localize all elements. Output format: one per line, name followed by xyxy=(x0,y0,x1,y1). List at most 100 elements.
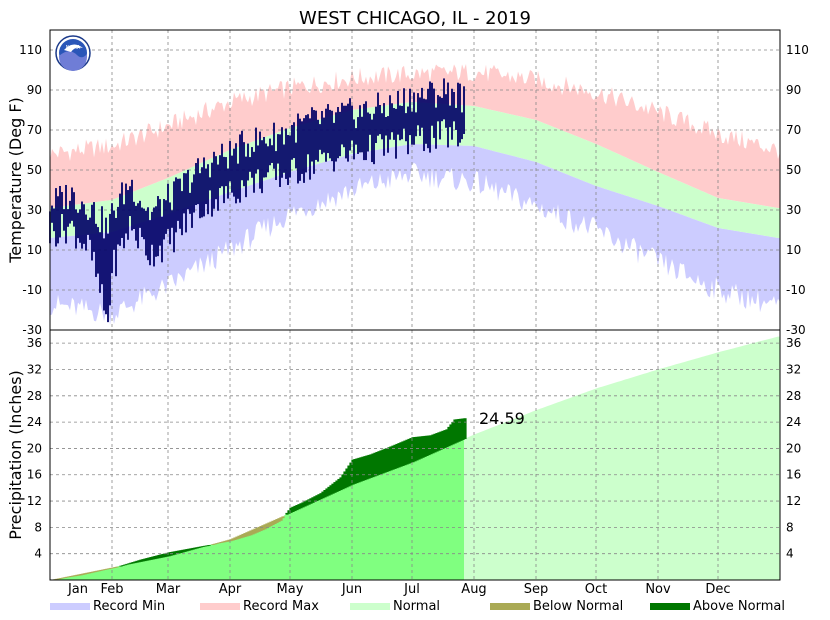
above-normal-bar xyxy=(399,442,403,467)
observed-temperature-bar xyxy=(427,88,429,149)
above-normal-bar xyxy=(385,448,389,472)
above-normal-bar xyxy=(433,433,437,453)
observed-temperature-bar xyxy=(233,148,235,197)
observed-temperature-bar xyxy=(419,97,421,136)
observed-temperature-bar xyxy=(105,217,107,315)
above-normal-bar xyxy=(295,505,299,511)
observed-temperature-bar xyxy=(391,103,393,133)
plot-frame xyxy=(49,29,781,581)
month-label: Dec xyxy=(705,582,730,597)
observed-temperature-bar xyxy=(369,113,371,135)
observed-temperature-bar xyxy=(353,119,355,160)
above-normal-bar xyxy=(133,561,137,564)
above-normal-bar xyxy=(175,550,179,555)
observed-temperature-bar xyxy=(209,177,211,191)
observed-temperature-bar xyxy=(137,203,139,249)
observed-temperature-bar xyxy=(273,122,275,169)
below-normal-bar xyxy=(249,530,253,536)
observed-temperature-bar xyxy=(139,200,141,228)
observed-temperature-bar xyxy=(429,81,431,153)
observed-temperature-bar xyxy=(373,113,375,165)
observed-temperature-bar xyxy=(71,187,73,221)
observed-temperature-bar xyxy=(445,94,447,128)
observed-temperature-bar xyxy=(61,191,63,215)
precipitation-tick-label: 28 xyxy=(27,389,42,403)
above-normal-bar xyxy=(437,432,441,451)
observed-temperature-bar xyxy=(115,217,117,277)
above-normal-bar xyxy=(389,446,393,471)
month-label: Jun xyxy=(341,582,362,597)
below-normal-bar xyxy=(91,571,95,573)
precipitation-normal-ytd-area xyxy=(50,439,464,580)
observed-temperature-bar xyxy=(241,130,243,181)
observed-temperature-bar xyxy=(409,88,411,136)
legend-label: Above Normal xyxy=(693,599,785,614)
above-normal-bar xyxy=(451,421,455,445)
observed-temperature-bar xyxy=(275,151,277,181)
observed-temperature-bar xyxy=(365,101,367,161)
observed-temperature-bar xyxy=(291,124,293,160)
observed-temperature-bar xyxy=(87,219,89,235)
observed-temperature-bar xyxy=(153,207,155,267)
observed-temperature-bar xyxy=(245,156,247,198)
temperature-tick-label: -10 xyxy=(22,283,42,297)
observed-temperature-bar xyxy=(265,143,267,178)
temperature-ticks-right: 110 90 70 50 30 10 -10 -30 xyxy=(786,43,809,337)
observed-temperature-bar xyxy=(339,111,341,157)
legend-label: Normal xyxy=(393,599,440,614)
above-normal-bar xyxy=(375,451,379,476)
observed-temperature-bar xyxy=(295,142,297,169)
temperature-tick-label: 10 xyxy=(786,243,801,257)
below-normal-bar xyxy=(109,567,113,569)
observed-temperature-bar xyxy=(151,211,153,245)
observed-temperature-bar xyxy=(155,206,157,257)
below-normal-bar xyxy=(63,577,67,578)
observed-temperature-bar xyxy=(219,155,221,189)
above-normal-bar xyxy=(159,554,163,558)
below-normal-bar xyxy=(281,516,285,519)
above-normal-bar xyxy=(441,430,445,449)
legend-swatch xyxy=(650,603,690,610)
below-normal-bar xyxy=(271,520,275,526)
observed-temperature-bar xyxy=(159,199,161,246)
observed-temperature-bar xyxy=(121,182,123,238)
precipitation-tick-label: 8 xyxy=(34,520,42,534)
observed-temperature-bars xyxy=(49,78,465,323)
below-normal-bar xyxy=(113,567,117,568)
above-normal-bar xyxy=(145,558,149,561)
above-normal-bar xyxy=(297,504,301,510)
observed-temperature-bar xyxy=(381,113,383,140)
above-normal-bar xyxy=(197,546,201,549)
above-normal-bar xyxy=(363,456,367,481)
observed-temperature-bar xyxy=(205,168,207,205)
observed-temperature-bar xyxy=(201,167,203,218)
observed-temperature-bar xyxy=(53,208,55,232)
temperature-tick-label: 30 xyxy=(27,203,42,217)
above-normal-bar xyxy=(357,457,361,483)
observed-temperature-bar xyxy=(437,95,439,122)
observed-temperature-bar xyxy=(417,93,419,126)
below-normal-bar xyxy=(279,517,283,521)
precipitation-normal-future-area xyxy=(464,336,780,580)
above-normal-bar xyxy=(289,507,293,513)
above-normal-bar xyxy=(313,496,317,502)
below-normal-bar xyxy=(73,575,77,577)
below-normal-bar xyxy=(79,573,83,576)
above-normal-bar xyxy=(135,560,139,563)
observed-temperature-bar xyxy=(93,202,95,252)
observed-temperature-bar xyxy=(63,209,65,231)
above-normal-bar xyxy=(143,558,147,562)
above-normal-bar xyxy=(409,438,413,463)
above-normal-bar xyxy=(435,433,439,452)
above-normal-bar xyxy=(203,545,207,547)
observed-temperature-bar xyxy=(73,192,75,227)
precipitation-tick-label: 20 xyxy=(786,441,801,455)
below-normal-bar xyxy=(59,577,63,579)
observed-temperature-bar xyxy=(447,82,449,148)
observed-temperature-bar xyxy=(203,157,205,217)
observed-temperature-bar xyxy=(357,117,359,154)
above-normal-bar xyxy=(445,429,449,448)
above-normal-bar xyxy=(119,565,123,567)
observed-temperature-bar xyxy=(65,184,67,244)
observed-temperature-bar xyxy=(399,105,401,141)
